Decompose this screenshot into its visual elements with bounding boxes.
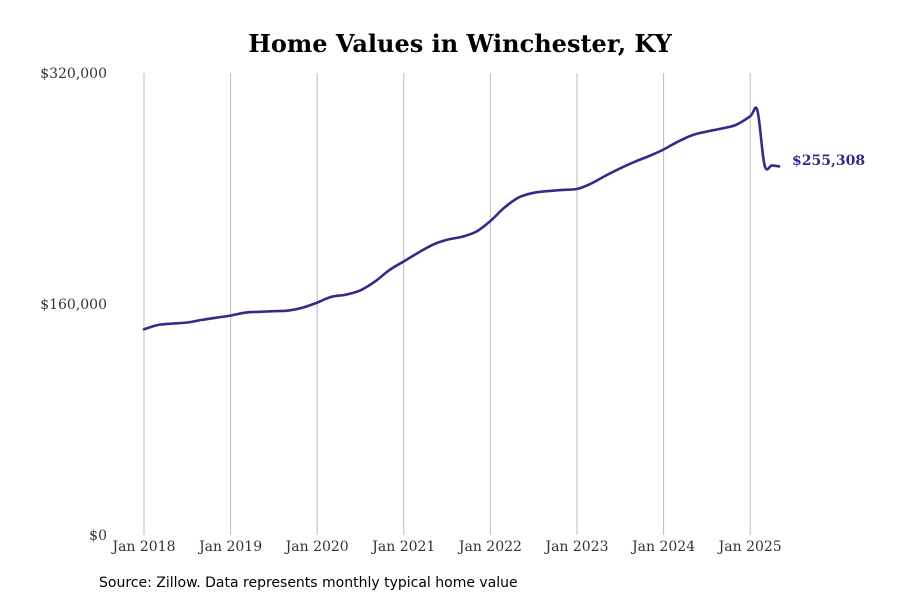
- x-tick-label: Jan 2021: [370, 539, 435, 555]
- y-tick-label: $160,000: [40, 297, 107, 313]
- y-tick-label: $320,000: [40, 66, 107, 82]
- x-tick-label: Jan 2018: [110, 539, 175, 555]
- x-tick-label: Jan 2019: [197, 539, 262, 555]
- end-value-label: $255,308: [792, 153, 865, 169]
- x-tick-label: Jan 2024: [630, 539, 695, 555]
- x-tick-label: Jan 2020: [284, 539, 349, 555]
- source-note: Source: Zillow. Data represents monthly …: [99, 575, 518, 591]
- y-tick-label: $0: [89, 528, 107, 544]
- grid-lines: [143, 73, 751, 535]
- x-tick-label: Jan 2023: [543, 539, 608, 555]
- series-layer: [142, 106, 781, 331]
- y-axis-ticks: $0 $160,000 $320,000: [40, 66, 107, 544]
- chart-title: Home Values in Winchester, KY: [248, 29, 672, 58]
- home-value-line: [142, 106, 781, 331]
- x-axis-ticks: Jan 2018 Jan 2019 Jan 2020 Jan 2021 Jan 2022…: [110, 539, 781, 555]
- x-tick-label: Jan 2022: [457, 539, 522, 555]
- x-tick-label: Jan 2025: [717, 539, 782, 555]
